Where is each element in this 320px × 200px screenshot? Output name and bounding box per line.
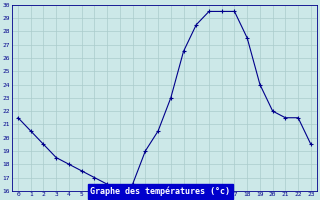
- Text: Graphe des températures (°c): Graphe des températures (°c): [90, 186, 230, 196]
